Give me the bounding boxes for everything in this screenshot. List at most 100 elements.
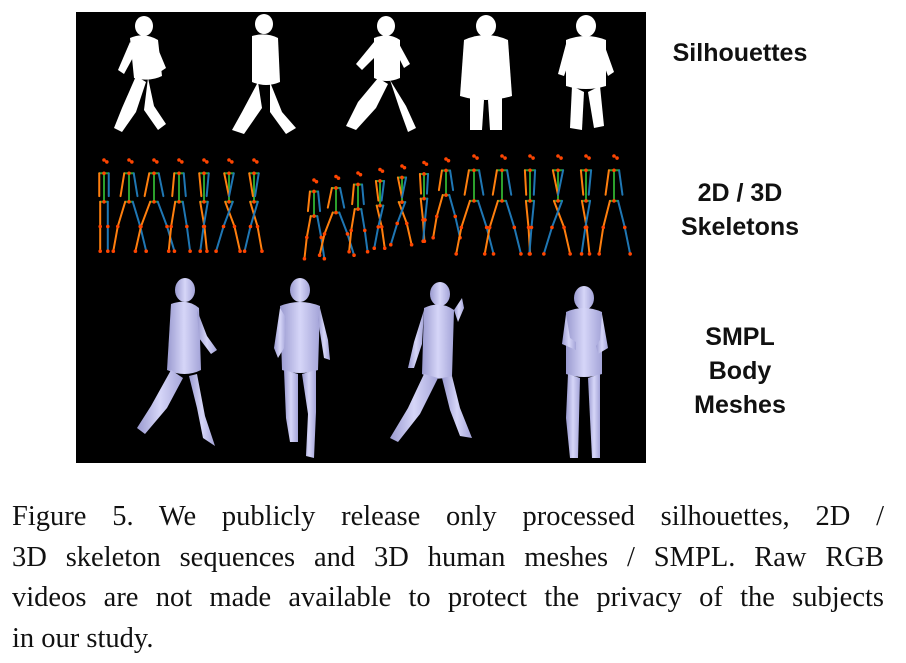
skeleton-joint xyxy=(424,162,429,166)
skeleton-bone xyxy=(557,169,565,196)
skeleton-joint xyxy=(334,186,338,190)
skeleton-joint xyxy=(500,154,504,158)
skeleton-bone xyxy=(506,169,513,196)
skeleton-joint xyxy=(202,158,206,162)
skeleton-joint xyxy=(491,252,496,256)
caption-line: videos are not made available to protect… xyxy=(12,582,884,613)
skeleton-joint xyxy=(400,200,404,204)
skeleton-joint xyxy=(205,160,209,164)
skeleton-bone xyxy=(563,226,572,255)
skeleton-bone xyxy=(361,183,365,206)
skeleton-joint xyxy=(102,158,106,162)
skeleton-bone xyxy=(449,169,455,192)
skeleton-bone xyxy=(112,225,119,253)
skeleton-joint xyxy=(130,160,134,164)
skeleton-joint xyxy=(422,172,426,176)
skeleton-joint xyxy=(106,249,110,253)
skeleton-joint xyxy=(102,171,106,176)
skeleton-bone xyxy=(528,226,533,255)
skeleton-joint xyxy=(255,160,259,164)
silhouettes-panel xyxy=(76,12,646,146)
skeleton-joint xyxy=(601,225,606,230)
row-label-line: Silhouettes xyxy=(672,39,808,67)
skeleton-joint xyxy=(482,252,487,256)
skeleton-bone xyxy=(618,169,624,196)
skeleton-joint xyxy=(472,199,476,203)
skeleton-bone xyxy=(215,225,225,253)
skeleton-joint xyxy=(319,235,324,240)
skeleton-joint xyxy=(185,224,189,229)
skeleton-joint xyxy=(453,214,458,219)
skeleton-bone xyxy=(397,201,408,225)
skeleton-bone xyxy=(198,172,203,198)
skeleton-bone xyxy=(139,200,152,228)
skeleton-joint xyxy=(304,235,309,240)
skeleton-joint xyxy=(615,156,619,160)
skeleton-bone xyxy=(419,197,425,221)
figure: Silhouettes 2D / 3D Skeletons SMPL Body … xyxy=(76,12,850,463)
skeleton-joint xyxy=(172,249,177,253)
skeleton-bone xyxy=(432,215,438,239)
skeleton-joint xyxy=(356,207,360,211)
skeleton-joint xyxy=(584,168,588,173)
skeleton-joint xyxy=(152,158,156,162)
skeleton-joint xyxy=(214,249,218,253)
skeleton-joint xyxy=(144,249,148,253)
skeleton-bone xyxy=(485,226,495,255)
skeleton-bone xyxy=(185,225,192,253)
skeleton-joint xyxy=(111,249,116,253)
skeleton-bone xyxy=(182,172,187,198)
skeleton-joint xyxy=(347,249,351,254)
skeleton-bone xyxy=(248,172,254,198)
skeleton-bone xyxy=(223,172,230,198)
skeleton-bone xyxy=(505,199,516,229)
skeleton-bone xyxy=(477,199,488,229)
skeleton-joint xyxy=(232,224,237,229)
skeleton-bone xyxy=(348,229,353,253)
skeleton-joint xyxy=(423,218,427,222)
skeleton-bone xyxy=(380,225,386,250)
skeleton-bone xyxy=(488,199,499,229)
skeleton-joint xyxy=(230,160,234,164)
skeleton-bone xyxy=(323,211,334,235)
skeleton-joint xyxy=(459,225,464,230)
row-label-meshes: SMPL Body Meshes xyxy=(630,320,850,422)
skeleton-joint xyxy=(395,221,400,226)
skeleton-bone xyxy=(423,197,429,221)
skeleton-joint xyxy=(372,246,377,251)
skeleton-bone xyxy=(377,204,385,228)
skeleton-bone xyxy=(243,225,252,253)
caption-line: 3D skeleton sequences and 3D human meshe… xyxy=(12,541,884,573)
skeleton-bone xyxy=(448,194,457,218)
skeleton-bone xyxy=(550,199,564,229)
skeleton-joint xyxy=(542,252,546,256)
skeleton-joint xyxy=(519,252,523,256)
skeleton-joint xyxy=(356,182,360,187)
silhouette-1 xyxy=(114,16,166,132)
skeleton-joint xyxy=(503,156,507,160)
skeleton-joint xyxy=(612,199,616,203)
skeleton-bone xyxy=(532,169,537,196)
skeleton-joint xyxy=(152,200,156,204)
skeleton-joint xyxy=(352,253,356,258)
skeleton-joint xyxy=(169,224,173,229)
skeleton-bone xyxy=(463,169,470,196)
skeleton-joint xyxy=(238,249,242,253)
skeleton-joint xyxy=(227,171,231,176)
skeleton-bone xyxy=(460,199,471,229)
skeleton-bone xyxy=(119,172,126,198)
skeleton-bone xyxy=(478,169,485,196)
skeleton-bone xyxy=(617,199,626,229)
skeleton-joint xyxy=(127,158,131,162)
skeleton-bone xyxy=(181,200,188,228)
skeleton-bone xyxy=(224,200,236,228)
skeletons-image xyxy=(98,154,632,261)
skeleton-bone xyxy=(552,199,566,229)
skeleton-joint xyxy=(365,249,370,254)
skeleton-bone xyxy=(303,236,308,260)
skeleton-bone xyxy=(579,169,585,196)
skeleton-joint xyxy=(227,158,231,162)
skeleton-joint xyxy=(434,214,439,219)
skeleton-bone xyxy=(139,225,148,253)
skeleton-joint xyxy=(177,158,181,162)
